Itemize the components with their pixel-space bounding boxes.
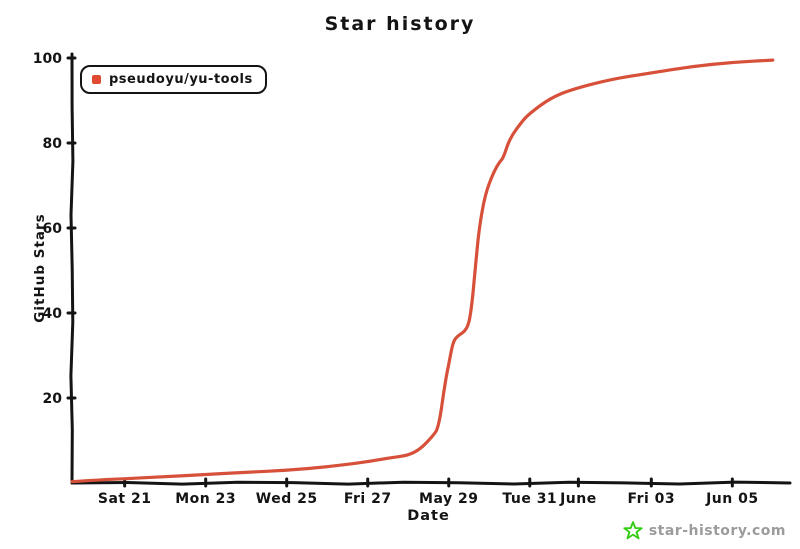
x-tick-label: Tue 31: [502, 491, 557, 507]
y-axis: [69, 52, 75, 485]
x-axis-title: Date: [407, 508, 450, 524]
legend: pseudoyu/yu-tools: [80, 65, 267, 94]
x-tick-label: Fri 27: [344, 491, 392, 507]
x-tick-label: June: [559, 491, 597, 507]
legend-label: pseudoyu/yu-tools: [109, 72, 253, 87]
legend-marker: [92, 75, 101, 84]
x-tick-label: Sat 21: [98, 491, 152, 507]
series-line: [70, 58, 775, 484]
x-tick-label: May 29: [419, 491, 478, 507]
y-axis-title: GitHub Stars: [32, 213, 48, 323]
watermark-text: star-history.com: [648, 523, 786, 539]
y-tick-label: 60: [43, 221, 63, 237]
watermark-link[interactable]: star-history.com: [623, 521, 786, 541]
y-tick-label: 20: [43, 391, 63, 407]
x-tick-label: Fri 03: [627, 491, 675, 507]
star-icon: [623, 521, 643, 540]
x-axis: [70, 480, 792, 486]
x-tick-label: Jun 05: [705, 491, 759, 507]
x-tick-label: Mon 23: [175, 491, 236, 507]
chart-title: Star history: [324, 13, 476, 35]
y-tick-label: 80: [43, 136, 63, 152]
y-tick-label: 100: [33, 51, 62, 67]
x-tick-label: Wed 25: [256, 491, 318, 507]
y-tick-label: 40: [43, 306, 63, 322]
